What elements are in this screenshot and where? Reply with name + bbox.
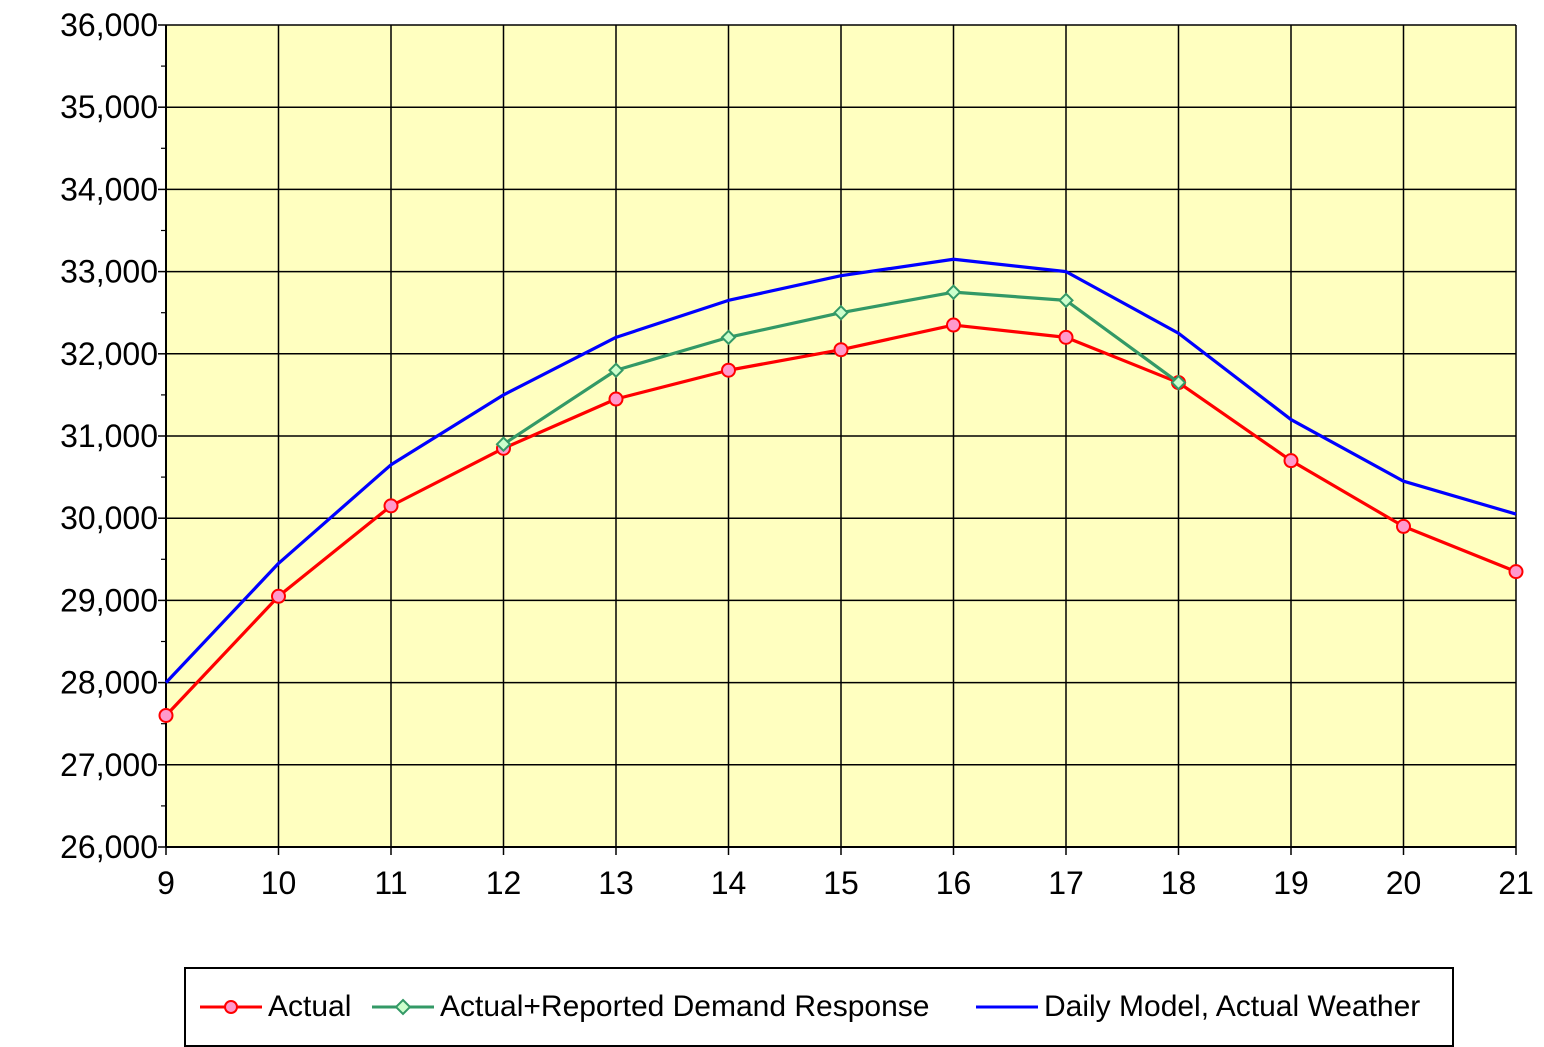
series-daily-model-actual-weather [164,257,1517,684]
data-point-actual-reported-demand-response [1058,292,1074,309]
x-tick-label: 15 [823,865,859,901]
y-tick-label: 27,000 [60,747,158,783]
x-tick-label: 16 [936,865,972,901]
y-tick-label: 33,000 [60,254,158,290]
legend-label-actual: Actual [268,990,352,1023]
legend-item-daily-model: Daily Model, Actual Weather [972,969,1420,1045]
x-tick-label: 20 [1386,865,1422,901]
data-point-actual [1396,518,1411,534]
y-tick-label: 32,000 [60,336,158,372]
data-point-actual-reported-demand-response [720,329,737,346]
series-actual-reported-demand-response [495,284,1187,453]
x-tick-label: 13 [598,865,634,901]
data-point-actual [158,707,174,723]
data-point-actual-reported-demand-response [608,362,624,379]
series-layer [158,257,1524,723]
series-actual [158,317,1524,723]
y-tick-label: 26,000 [60,829,158,865]
y-tick-label: 35,000 [60,89,158,125]
data-point-actual [721,362,736,378]
legend-swatch-actual [200,1000,262,1014]
legend-label-demand-response: Actual+Reported Demand Response [440,990,930,1023]
data-point-actual-reported-demand-response [495,436,512,453]
y-tick-label: 31,000 [60,418,158,454]
data-point-actual [383,498,399,514]
x-tick-label: 14 [711,865,747,901]
y-axis-tick-labels: 26,000 27,000 28,000 29,000 30,000 31,000 32,0… [60,7,158,865]
legend-label-daily-model: Daily Model, Actual Weather [1044,990,1421,1023]
data-point-actual-reported-demand-response [833,304,849,321]
legend-swatch-demand-response [372,998,434,1016]
y-tick-label: 36,000 [60,7,158,43]
x-tick-label: 12 [486,865,522,901]
data-point-actual-reported-demand-response [945,284,962,301]
x-tick-label: 21 [1498,865,1534,901]
y-tick-label: 34,000 [60,171,158,207]
data-point-actual [1508,564,1524,580]
legend: Actual Actual+Reported Demand Response D… [184,967,1454,1047]
data-point-actual [608,391,624,407]
x-tick-label: 10 [261,865,297,901]
data-point-actual [833,342,849,358]
data-point-actual [1058,329,1074,345]
x-tick-label: 19 [1273,865,1309,901]
x-tick-label: 17 [1048,865,1084,901]
legend-item-actual: Actual [196,969,351,1045]
x-tick-label: 18 [1161,865,1197,901]
data-point-actual-reported-demand-response [1170,374,1187,391]
data-point-actual [1283,453,1299,469]
series-line-daily-model-actual-weather [164,257,1517,684]
gridlines [166,24,1517,847]
x-tick-label: 9 [157,865,175,901]
data-point-actual [271,588,286,604]
line-chart: 26,000 27,000 28,000 29,000 30,000 31,000 32,0… [60,7,1534,901]
x-tick-label: 11 [374,865,407,901]
x-axis-tick-labels: 9 10 11 12 13 14 15 16 17 18 19 20 21 [157,865,1534,901]
data-point-actual [946,317,961,333]
y-tick-label: 30,000 [60,500,158,536]
legend-item-demand-response: Actual+Reported Demand Response [368,969,929,1045]
y-tick-label: 29,000 [60,582,158,618]
legend-swatch-daily-model [976,1005,1038,1009]
y-tick-label: 28,000 [60,665,158,701]
